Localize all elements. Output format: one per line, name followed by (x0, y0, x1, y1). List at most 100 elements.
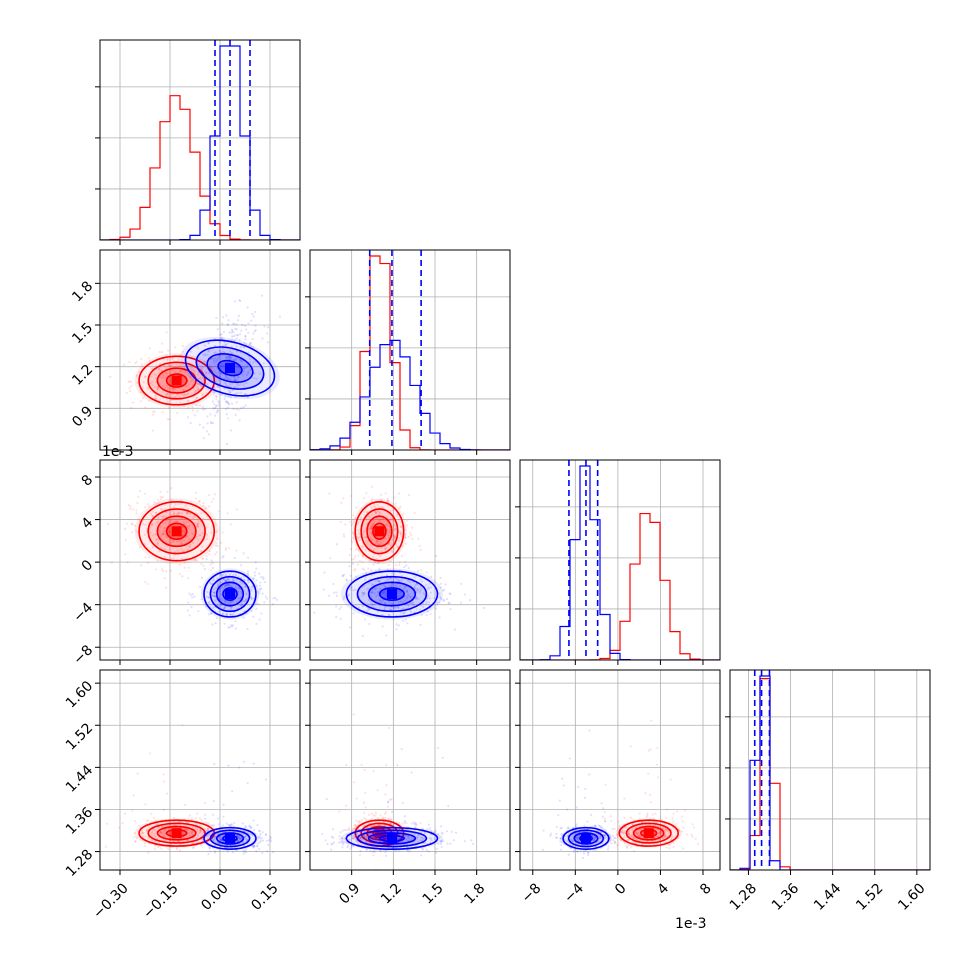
scatter-point (178, 843, 182, 846)
scatter-point (229, 378, 232, 381)
scatter-point (172, 510, 175, 513)
scatter-point (241, 365, 245, 368)
scatter-point (237, 586, 240, 590)
scatter-point (255, 622, 258, 626)
scatter-point (313, 611, 316, 614)
scatter-point (424, 602, 427, 605)
scatter-point (195, 840, 198, 843)
scatter-point (165, 354, 168, 357)
scatter-point (155, 521, 158, 525)
scatter-point (198, 817, 201, 820)
scatter-point (235, 323, 238, 326)
panel-r2-c2 (515, 459, 721, 665)
scatter-point (384, 810, 387, 814)
scatter-point (125, 391, 128, 395)
scatter-point (635, 832, 638, 835)
scatter-point (147, 556, 150, 559)
scatter-point (560, 841, 563, 844)
scatter-point (594, 825, 597, 828)
scatter-point (406, 519, 409, 522)
scatter-point (134, 362, 137, 365)
scatter-point (210, 559, 213, 562)
scatter-point (393, 606, 396, 610)
scatter-point (237, 590, 240, 593)
scatter-point (252, 332, 255, 335)
scatter-point (223, 387, 226, 390)
scatter-point (572, 850, 575, 853)
scatter-point (362, 532, 365, 535)
scatter-point (246, 570, 250, 573)
scatter-point (344, 829, 347, 832)
scatter-point (386, 498, 389, 501)
scatter-point (249, 826, 252, 829)
scatter-point (568, 757, 571, 760)
scatter-point (155, 524, 158, 527)
scatter-point (361, 592, 365, 595)
scatter-point (352, 557, 355, 561)
contour-series-1-level-3 (184, 339, 276, 397)
scatter-point (252, 577, 255, 580)
scatter-point (376, 590, 380, 593)
scatter-point (175, 401, 178, 404)
scatter-point (168, 530, 171, 533)
scatter-point (610, 819, 613, 822)
scatter-point (380, 601, 383, 604)
scatter-point (256, 590, 259, 593)
scatter-point (384, 793, 387, 796)
scatter-point (173, 387, 176, 390)
scatter-point (397, 600, 400, 603)
scatter-point (213, 824, 216, 827)
scatter-point (150, 367, 154, 370)
scatter-point (613, 840, 617, 843)
scatter-point (616, 834, 619, 837)
scatter-point (215, 577, 219, 580)
density-peak-series-1 (386, 833, 397, 844)
scatter-point (231, 790, 234, 793)
scatter-point (151, 413, 155, 416)
scatter-point (191, 368, 194, 371)
scatter-point (440, 831, 443, 834)
scatter-point (637, 833, 640, 837)
scatter-point (355, 506, 358, 509)
scatter-point (170, 487, 173, 490)
scatter-point (355, 819, 358, 822)
contour-series-1-level-3 (345, 570, 439, 618)
scatter-point (233, 358, 236, 361)
scatter-point (384, 547, 387, 551)
scatter-point (162, 376, 165, 379)
scatter-point (238, 333, 242, 336)
scatter-point (343, 535, 346, 538)
scatter-point (398, 585, 402, 588)
scatter-point (330, 843, 333, 846)
scatter-point (382, 599, 385, 602)
scatter-point (371, 603, 374, 606)
scatter-point (185, 521, 189, 524)
scatter-point (402, 612, 405, 615)
scatter-point (233, 556, 236, 560)
scatter-point (379, 587, 382, 591)
scatter-point (341, 846, 344, 849)
scatter-point (209, 421, 213, 424)
scatter-point (393, 524, 396, 527)
scatter-point (664, 834, 668, 837)
scatter-point (124, 539, 127, 542)
scatter-point (193, 414, 196, 417)
scatter-point (363, 837, 366, 840)
scatter-point (376, 546, 379, 550)
y-tick-label: 1.5 (69, 320, 96, 347)
scatter-point (259, 840, 262, 844)
scatter-point (611, 827, 614, 831)
scatter-point (227, 582, 230, 586)
scatter-point (224, 400, 228, 403)
scatter-point (170, 364, 173, 367)
scatter-point (379, 840, 382, 843)
scatter-point (583, 824, 586, 827)
scatter-point (189, 368, 192, 371)
scatter-point (154, 823, 157, 826)
scatter-point (266, 341, 269, 344)
scatter-point (250, 589, 253, 592)
scatter-point (149, 381, 152, 385)
scatter-point (182, 394, 185, 397)
scatter-point (214, 357, 217, 360)
scatter-point (403, 587, 406, 590)
